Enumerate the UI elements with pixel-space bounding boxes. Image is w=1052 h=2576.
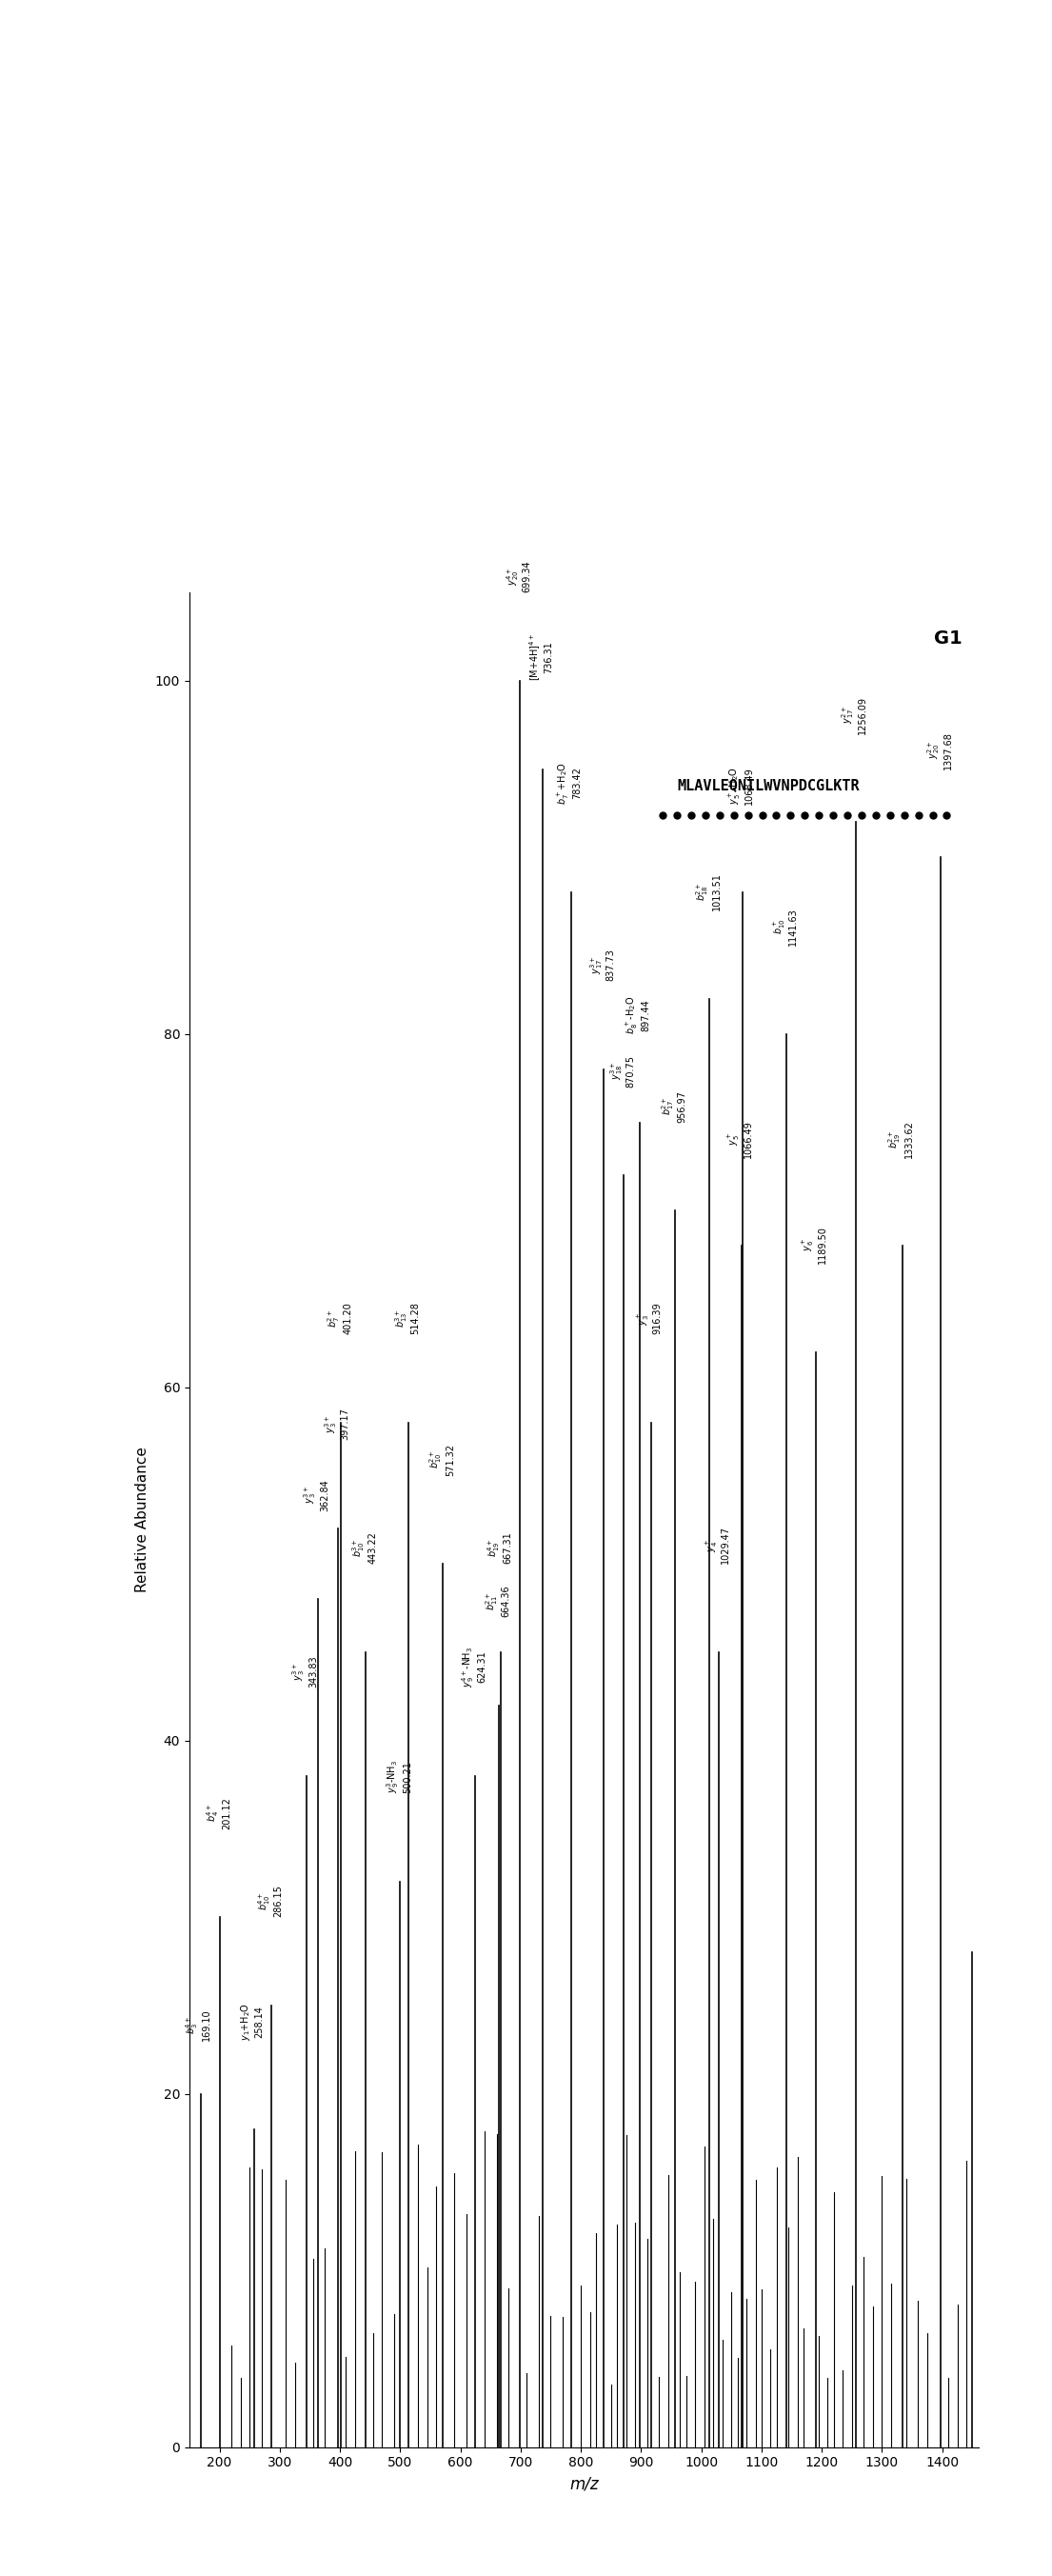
- Text: $y_{17}^{2+}$
1256.09: $y_{17}^{2+}$ 1256.09: [841, 696, 867, 734]
- Text: $y_3^{3+}$
397.17: $y_3^{3+}$ 397.17: [323, 1409, 350, 1440]
- Text: $y_5^+$-H$_2$O
1068.49: $y_5^+$-H$_2$O 1068.49: [728, 768, 754, 804]
- Text: $b_3^{4+}$
169.10: $b_3^{4+}$ 169.10: [184, 2009, 211, 2040]
- Text: $b_7^{2+}$
401.20: $b_7^{2+}$ 401.20: [325, 1303, 352, 1334]
- Y-axis label: Relative Abundance: Relative Abundance: [136, 1448, 149, 1592]
- Text: $y_3^{3+}$
343.83: $y_3^{3+}$ 343.83: [290, 1656, 318, 1687]
- Text: $b_{10}^+$
1141.63: $b_{10}^+$ 1141.63: [771, 907, 798, 945]
- Text: $y_9^{4+}$-NH$_3$
624.31: $y_9^{4+}$-NH$_3$ 624.31: [460, 1646, 487, 1687]
- Text: $b_{17}^{2+}$
956.97: $b_{17}^{2+}$ 956.97: [660, 1090, 687, 1123]
- Text: $y_3^+$
916.39: $y_3^+$ 916.39: [636, 1303, 663, 1334]
- Text: $b_{11}^{2+}$
664.36: $b_{11}^{2+}$ 664.36: [484, 1584, 511, 1618]
- Text: $b_{10}^{4+}$
286.15: $b_{10}^{4+}$ 286.15: [256, 1886, 283, 1917]
- X-axis label: m/z: m/z: [569, 2476, 599, 2491]
- Text: [M+4H]$^{4+}$
736.31: [M+4H]$^{4+}$ 736.31: [528, 634, 553, 680]
- Text: $y_5^+$
1066.49: $y_5^+$ 1066.49: [726, 1121, 753, 1157]
- Text: $y_1$+H$_2$O
258.14: $y_1$+H$_2$O 258.14: [239, 2002, 264, 2040]
- Text: $b_4^{4+}$
201.12: $b_4^{4+}$ 201.12: [205, 1795, 231, 1829]
- Text: $y_{20}^{2+}$
1397.68: $y_{20}^{2+}$ 1397.68: [926, 732, 952, 770]
- Text: $b_{18}^{2+}$
1013.51: $b_{18}^{2+}$ 1013.51: [694, 873, 722, 909]
- Text: $b_{19}^{4+}$
667.31: $b_{19}^{4+}$ 667.31: [486, 1533, 512, 1564]
- Text: $b_8^+$-H$_2$O
897.44: $b_8^+$-H$_2$O 897.44: [625, 997, 651, 1033]
- Text: $b_7^+$+H$_2$O
783.42: $b_7^+$+H$_2$O 783.42: [555, 762, 582, 804]
- Text: $y_{18}^{3+}$
870.75: $y_{18}^{3+}$ 870.75: [608, 1054, 635, 1087]
- Text: $y_{17}^{3+}$
837.73: $y_{17}^{3+}$ 837.73: [588, 948, 615, 981]
- Text: $b_{13}^{3+}$
514.28: $b_{13}^{3+}$ 514.28: [393, 1301, 421, 1334]
- Text: MLAVLEQNILWVNPDCGLKTR: MLAVLEQNILWVNPDCGLKTR: [677, 778, 859, 793]
- Text: $y_9^3$-NH$_3$
500.21: $y_9^3$-NH$_3$ 500.21: [385, 1759, 412, 1793]
- Text: $y_3^{3+}$
362.84: $y_3^{3+}$ 362.84: [302, 1479, 329, 1512]
- Text: $b_{10}^{3+}$
443.22: $b_{10}^{3+}$ 443.22: [350, 1533, 378, 1564]
- Text: $b_{19}^{2+}$
1333.62: $b_{19}^{2+}$ 1333.62: [887, 1121, 914, 1157]
- Text: $y_4^+$
1029.47: $y_4^+$ 1029.47: [704, 1525, 730, 1564]
- Text: $b_{10}^{2+}$
571.32: $b_{10}^{2+}$ 571.32: [428, 1443, 454, 1476]
- Text: $y_{20}^{4+}$
699.34: $y_{20}^{4+}$ 699.34: [505, 562, 532, 592]
- Text: $y_6^+$
1189.50: $y_6^+$ 1189.50: [801, 1226, 827, 1265]
- Text: G1: G1: [934, 629, 963, 647]
